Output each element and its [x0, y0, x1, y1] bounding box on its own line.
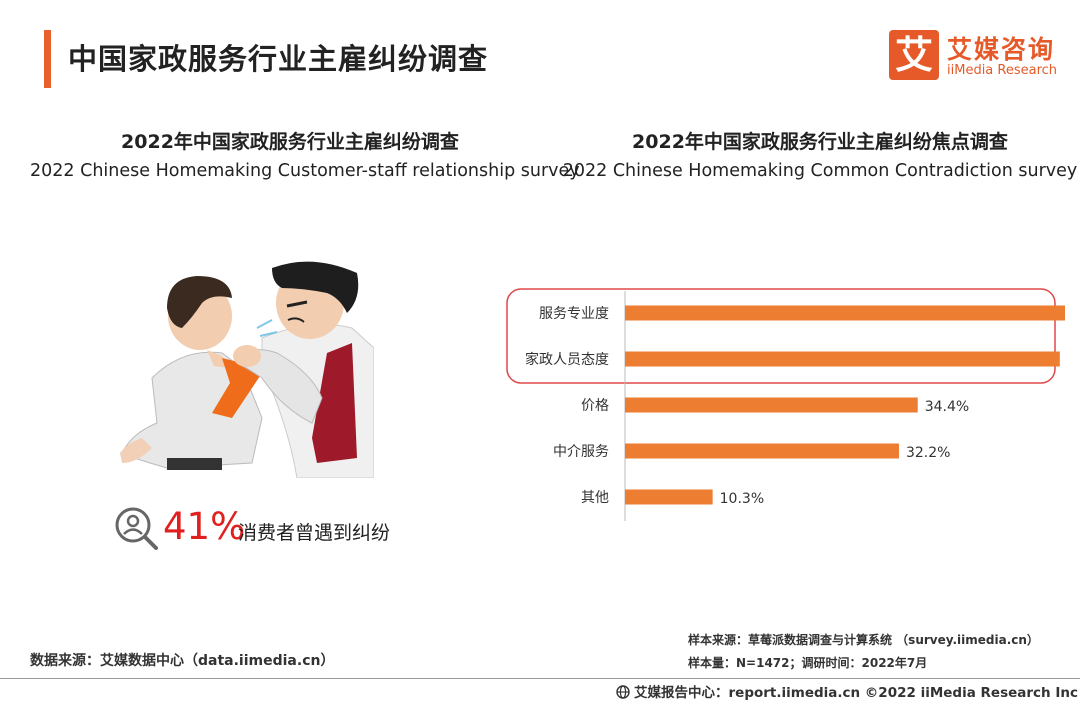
- bar-category-label: 价格: [581, 398, 609, 414]
- footer-divider: [0, 678, 1080, 679]
- bar-value-label: 32.2%: [906, 445, 950, 461]
- highlight-box: [506, 288, 1056, 384]
- dispute-illustration: [120, 261, 374, 478]
- contradiction-bar-chart: 服务专业度55.0%家政人员态度51.1%价格34.4%中介服务32.2%其他1…: [506, 288, 1065, 521]
- right-section-subtitle: 2022 Chinese Homemaking Common Contradic…: [562, 161, 1078, 181]
- person-magnifier-icon: [115, 507, 158, 550]
- iimedia-logo: 艾 艾媒咨询 iiMedia Research: [889, 30, 1069, 82]
- logo-mark: 艾: [889, 30, 939, 80]
- stat-percentage: 41%: [163, 505, 246, 548]
- logo-english-name: iiMedia Research: [947, 63, 1058, 78]
- bar: [625, 397, 918, 413]
- bar-value-label: 10.3%: [720, 491, 764, 507]
- stat-description: 消费者曾遇到纠纷: [238, 522, 391, 544]
- bar-category-label: 其他: [581, 490, 609, 506]
- left-section-title: 2022年中国家政服务行业主雇纠纷调查: [121, 131, 459, 153]
- page-title: 中国家政服务行业主雇纠纷调查: [68, 42, 489, 76]
- bar-category-label: 中介服务: [553, 444, 609, 460]
- bar-category-label: 服务专业度: [539, 306, 609, 322]
- bar: [625, 351, 1060, 367]
- globe-icon: [616, 685, 630, 699]
- bar: [625, 443, 899, 459]
- right-section-title: 2022年中国家政服务行业主雇纠纷焦点调查: [632, 131, 1008, 153]
- sample-source: 样本来源：草莓派数据调查与计算系统 （survey.iimedia.cn）: [688, 633, 1039, 647]
- bar-value-label: 34.4%: [925, 399, 969, 415]
- sample-size: 样本量：N=1472；调研时间：2022年7月: [688, 656, 928, 670]
- report-center-line: 艾媒报告中心：report.iimedia.cn ©2022 iiMedia R…: [616, 681, 1078, 701]
- data-source: 数据来源：艾媒数据中心（data.iimedia.cn）: [30, 653, 335, 669]
- bar: [625, 305, 1065, 321]
- left-section-subtitle: 2022 Chinese Homemaking Customer-staff r…: [30, 161, 580, 181]
- logo-chinese-name: 艾媒咨询: [947, 35, 1056, 64]
- bar-category-label: 家政人员态度: [525, 351, 609, 368]
- report-center-text: 艾媒报告中心：report.iimedia.cn ©2022 iiMedia R…: [634, 685, 1078, 701]
- title-accent-bar: [44, 30, 51, 88]
- bar: [625, 489, 713, 505]
